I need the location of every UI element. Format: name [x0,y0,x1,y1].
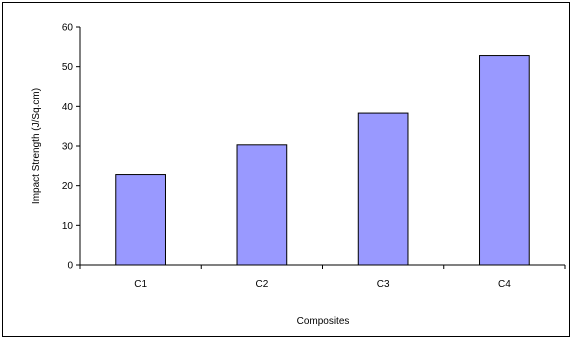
bar-c4 [479,55,530,266]
x-tick-label: C4 [498,279,511,290]
y-axis: 0 10 20 30 40 50 60 [62,23,81,272]
bar-c3 [357,112,409,266]
bar-c2 [236,144,288,266]
x-axis: C1 C2 C3 C4 [79,264,566,290]
bar-c1 [115,174,166,266]
y-tick-label: 0 [67,261,73,272]
y-tick-label: 20 [62,181,74,192]
y-tick-label: 50 [62,62,74,73]
y-tick-label: 30 [62,142,74,153]
x-tick-label: C3 [377,279,390,290]
y-tick-label: 10 [62,221,74,232]
x-tick-label: C1 [134,279,147,290]
bars-group [115,55,530,266]
x-tick-label: C2 [255,279,268,290]
y-tick-label: 40 [62,102,74,113]
y-axis-title: Impact Strength (J/Sq.cm) [31,88,42,204]
x-axis-title: Composites [297,316,350,327]
y-tick-label: 60 [62,23,74,34]
